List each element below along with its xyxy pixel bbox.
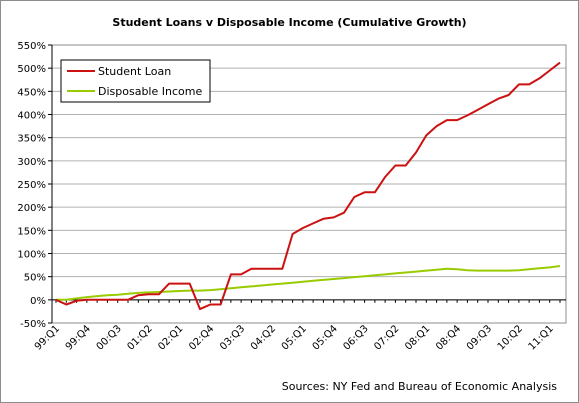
x-tick-label: 99:Q4 bbox=[64, 323, 93, 352]
x-tick-label: 05:Q4 bbox=[311, 323, 340, 352]
y-tick-label: 0% bbox=[30, 296, 46, 307]
x-tick-label: 10:Q2 bbox=[496, 323, 525, 352]
y-tick-label: -50% bbox=[20, 319, 46, 330]
x-tick-label: 08:Q4 bbox=[434, 323, 463, 352]
chart-title: Student Loans v Disposable Income (Cumul… bbox=[112, 16, 467, 29]
x-tick-label: 00:Q3 bbox=[95, 323, 124, 352]
x-tick-label: 02:Q4 bbox=[187, 323, 216, 352]
y-tick-label: 550% bbox=[17, 41, 46, 52]
y-axis: -50% 0% 50% 100% 150% 200% 250% 300% 350% 400% 450… bbox=[17, 41, 53, 330]
legend-label-disposable-income: Disposable Income bbox=[98, 85, 202, 98]
x-tick-label: 01:Q2 bbox=[125, 323, 154, 352]
x-axis: 99:Q1 99:Q4 00:Q3 01:Q2 02:Q1 02:Q4 03:Q3 04:Q2… bbox=[33, 299, 566, 353]
x-tick-label: 11:Q1 bbox=[527, 323, 556, 352]
x-tick-label: 09:Q3 bbox=[465, 323, 494, 352]
legend: Student Loan Disposable Income bbox=[60, 59, 211, 103]
y-tick-label: 50% bbox=[24, 273, 46, 284]
y-tick-label: 200% bbox=[17, 203, 46, 214]
y-tick-label: 450% bbox=[17, 87, 46, 98]
x-tick-label: 07:Q2 bbox=[372, 323, 401, 352]
source-note: Sources: NY Fed and Bureau of Economic A… bbox=[281, 380, 557, 393]
series bbox=[55, 61, 561, 311]
series-line-disposable-income bbox=[56, 265, 561, 301]
x-tick-label: 03:Q3 bbox=[218, 323, 247, 352]
y-tick-label: 400% bbox=[17, 111, 46, 122]
x-tick-label: 05:Q1 bbox=[280, 323, 309, 352]
y-tick-label: 500% bbox=[17, 64, 46, 75]
legend-box bbox=[60, 59, 211, 103]
x-tick-label: 04:Q2 bbox=[249, 323, 278, 352]
series-line-student-loan bbox=[55, 61, 561, 311]
legend-label-student-loan: Student Loan bbox=[98, 65, 171, 78]
y-tick-label: 150% bbox=[17, 226, 46, 237]
y-tick-label: 350% bbox=[17, 134, 46, 145]
y-tick-label: 250% bbox=[17, 180, 46, 191]
x-tick-label: 06:Q3 bbox=[341, 323, 370, 352]
x-tick-label: 08:Q1 bbox=[403, 323, 432, 352]
x-tick-label: 02:Q1 bbox=[156, 323, 185, 352]
y-tick-label: 100% bbox=[17, 250, 46, 261]
y-tick-label: 300% bbox=[17, 157, 46, 168]
